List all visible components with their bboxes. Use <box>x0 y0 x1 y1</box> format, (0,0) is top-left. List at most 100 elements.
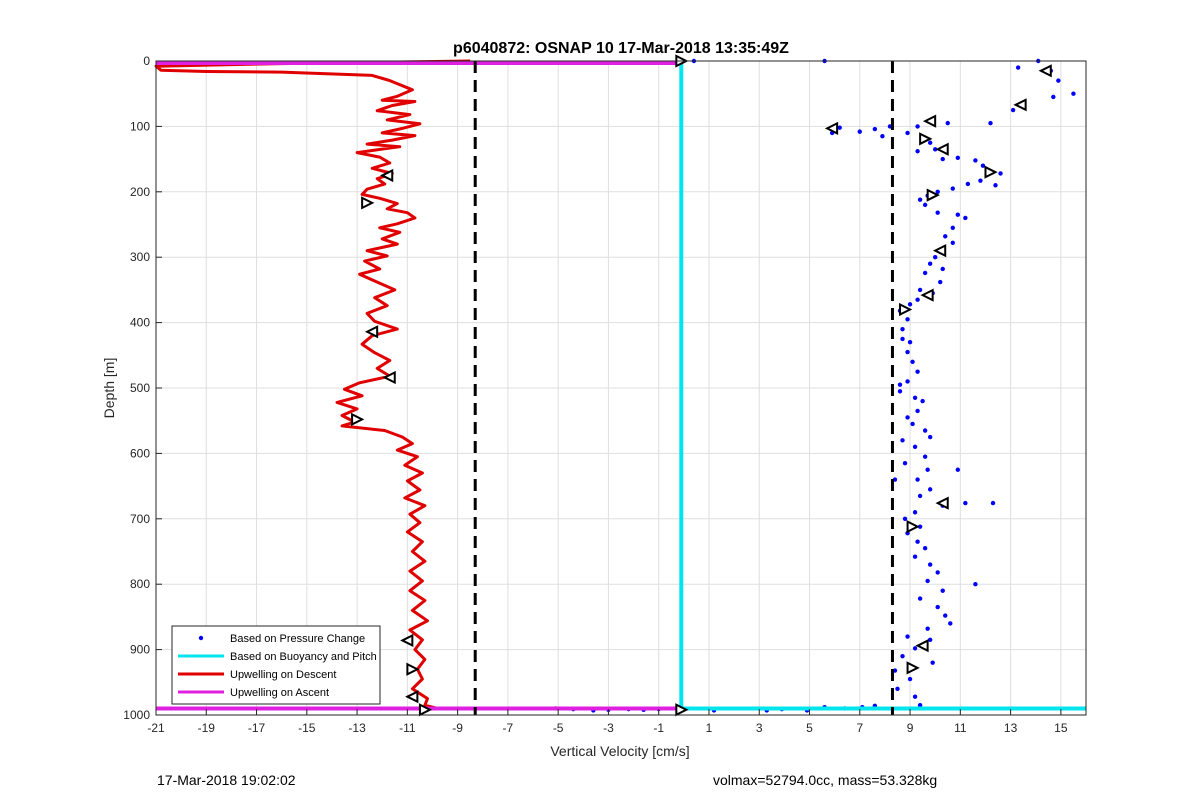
triangle-marker <box>405 690 419 704</box>
plot-area <box>154 54 1086 717</box>
y-tick-label: 700 <box>130 512 150 526</box>
data-point <box>927 261 933 266</box>
data-point <box>935 189 940 194</box>
data-point <box>932 255 938 260</box>
data-point <box>837 125 842 130</box>
data-point <box>990 500 996 506</box>
x-tick-label: -9 <box>452 721 463 735</box>
triangle-marker <box>361 196 375 210</box>
y-tick-label: 800 <box>130 577 150 591</box>
data-point <box>978 178 983 183</box>
y-tick-label: 600 <box>130 446 150 460</box>
data-point <box>917 493 923 499</box>
data-point <box>955 467 961 472</box>
x-tick-label: -3 <box>603 721 614 735</box>
data-point <box>973 582 978 587</box>
y-tick-label: 1000 <box>123 708 150 722</box>
triangle-marker <box>932 244 947 258</box>
data-point <box>912 510 918 515</box>
data-point <box>917 596 923 601</box>
x-tick-label: -17 <box>248 721 266 735</box>
x-tick-label: 9 <box>907 721 914 735</box>
y-tick-label: 100 <box>130 119 150 133</box>
triangle-marker <box>406 662 420 676</box>
data-point <box>922 270 928 276</box>
triangle-marker <box>935 496 949 510</box>
triangle-marker <box>984 165 998 179</box>
data-point <box>897 389 903 394</box>
data-point <box>912 554 918 559</box>
triangle-marker <box>824 121 839 135</box>
data-point <box>905 130 910 136</box>
data-point <box>900 653 905 659</box>
triangle-marker <box>675 703 689 717</box>
data-point <box>915 539 920 544</box>
data-point <box>905 634 910 639</box>
data-point <box>1071 91 1076 96</box>
data-point <box>927 487 933 492</box>
data-point <box>927 562 933 567</box>
triangle-marker <box>364 325 379 339</box>
y-tick-label: 500 <box>130 381 150 395</box>
x-tick-label: 7 <box>856 721 863 735</box>
data-point <box>897 382 903 387</box>
x-tick-label: -7 <box>503 721 514 735</box>
data-point <box>943 613 948 618</box>
x-tick-label: -1 <box>653 721 664 735</box>
data-point <box>935 210 940 215</box>
data-point <box>965 181 971 187</box>
data-point <box>907 340 913 345</box>
data-point <box>900 438 905 443</box>
data-point <box>880 134 885 139</box>
data-point <box>955 212 961 217</box>
footer-timestamp: 17-Mar-2018 19:02:02 <box>157 772 296 788</box>
data-point <box>900 336 905 342</box>
data-point <box>935 604 940 610</box>
data-point <box>905 317 910 322</box>
data-point <box>912 694 918 699</box>
x-tick-label: -13 <box>348 721 366 735</box>
x-tick-label: -19 <box>198 721 216 735</box>
data-point <box>973 158 978 163</box>
data-point <box>915 477 920 482</box>
data-point <box>915 369 920 374</box>
data-point <box>900 326 905 332</box>
data-point <box>922 428 928 433</box>
triangle-marker <box>1013 98 1027 112</box>
data-point <box>925 467 930 472</box>
data-point <box>940 156 945 162</box>
data-point <box>927 434 933 440</box>
data-point <box>912 395 918 401</box>
data-point <box>872 126 878 132</box>
data-point <box>1015 65 1021 70</box>
data-point <box>920 398 925 404</box>
data-point <box>993 183 998 188</box>
triangle-marker <box>351 412 365 427</box>
data-point <box>1010 107 1016 113</box>
footer-volmax-mass: volmax=52794.0cc, mass=53.328kg <box>713 772 938 788</box>
x-tick-label: 5 <box>806 721 813 735</box>
data-point <box>915 408 920 414</box>
triangle-marker <box>418 703 433 717</box>
triangle-marker <box>920 288 934 302</box>
y-tick-label: 300 <box>130 250 150 264</box>
data-point <box>917 197 923 202</box>
data-point <box>943 234 948 239</box>
triangle-marker <box>380 168 394 183</box>
triangle-marker <box>926 188 940 202</box>
triangle-marker <box>915 639 929 653</box>
y-axis-label: Depth [m] <box>101 358 117 419</box>
data-point <box>905 379 910 384</box>
data-point <box>912 646 918 651</box>
data-point <box>922 202 928 208</box>
triangle-marker <box>906 661 920 675</box>
data-point <box>963 500 968 506</box>
data-point <box>857 129 862 134</box>
data-point <box>910 421 915 427</box>
data-point <box>925 626 930 631</box>
x-tick-label: 11 <box>954 721 967 735</box>
data-point <box>895 686 900 692</box>
triangle-marker <box>922 114 937 128</box>
x-axis-ticks: -21 -19 -17 -15 -13 -11 -9 -7 -5 -3 -1 1 3 5 7 9 11 13 15 <box>147 709 1068 735</box>
